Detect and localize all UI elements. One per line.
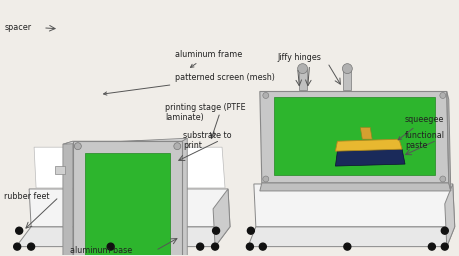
Circle shape [343, 243, 350, 250]
Polygon shape [29, 189, 230, 227]
Polygon shape [213, 189, 230, 247]
Circle shape [211, 243, 218, 250]
Text: laminate): laminate) [165, 113, 204, 122]
Polygon shape [259, 183, 450, 191]
Polygon shape [253, 184, 454, 227]
Text: printing stage (PTFE: printing stage (PTFE [165, 103, 246, 112]
Polygon shape [446, 91, 450, 191]
Circle shape [14, 243, 21, 250]
Polygon shape [84, 153, 170, 256]
Circle shape [341, 64, 352, 73]
Circle shape [74, 143, 81, 150]
Polygon shape [273, 98, 434, 175]
Polygon shape [342, 69, 351, 90]
Text: rubber feet: rubber feet [4, 193, 50, 201]
Text: print: print [183, 141, 202, 150]
Polygon shape [34, 147, 224, 188]
Polygon shape [444, 184, 454, 247]
Circle shape [262, 92, 268, 99]
Circle shape [259, 243, 266, 250]
Circle shape [196, 243, 203, 250]
Text: Jiffy hinges: Jiffy hinges [277, 53, 321, 62]
Circle shape [440, 243, 448, 250]
Text: aluminum frame: aluminum frame [175, 50, 242, 67]
Polygon shape [335, 139, 401, 151]
Polygon shape [63, 138, 187, 144]
Circle shape [297, 64, 307, 73]
Circle shape [16, 227, 22, 234]
Polygon shape [55, 166, 65, 174]
Circle shape [262, 176, 268, 182]
Text: functional: functional [404, 131, 444, 140]
Polygon shape [335, 149, 404, 166]
Text: paste: paste [404, 141, 426, 150]
Text: substrate to: substrate to [183, 131, 231, 140]
Text: aluminum base: aluminum base [69, 246, 132, 255]
Circle shape [247, 227, 254, 234]
Circle shape [212, 227, 219, 234]
Text: spacer: spacer [4, 23, 31, 32]
Polygon shape [182, 138, 187, 256]
Polygon shape [259, 91, 448, 183]
Polygon shape [73, 141, 182, 256]
Circle shape [28, 243, 34, 250]
Polygon shape [359, 127, 371, 139]
Circle shape [439, 92, 445, 99]
Circle shape [439, 176, 445, 182]
Circle shape [107, 243, 114, 250]
Polygon shape [78, 149, 175, 182]
Text: squeegee: squeegee [397, 115, 443, 140]
Polygon shape [247, 227, 454, 247]
Circle shape [440, 227, 448, 234]
Polygon shape [16, 227, 229, 247]
Polygon shape [63, 141, 73, 256]
Circle shape [174, 143, 180, 150]
Text: patterned screen (mesh): patterned screen (mesh) [103, 73, 274, 95]
Polygon shape [298, 69, 306, 90]
Circle shape [246, 243, 253, 250]
Circle shape [427, 243, 434, 250]
